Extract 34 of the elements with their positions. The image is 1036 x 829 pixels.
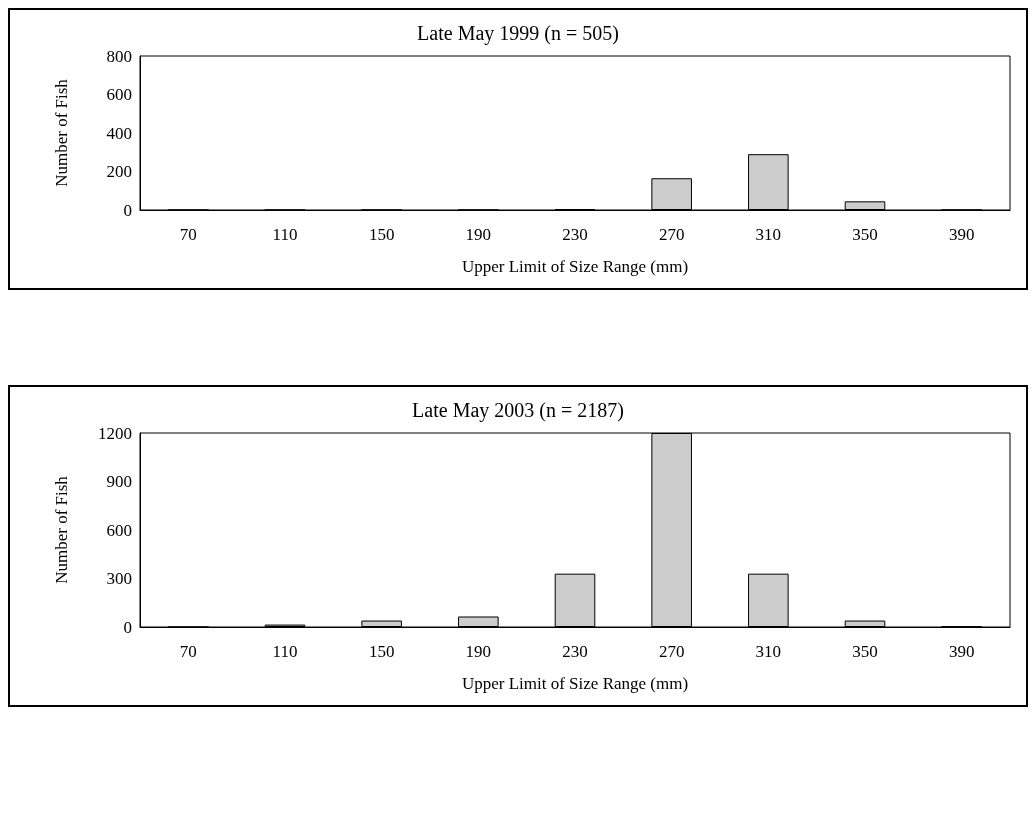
- x-tick-label: 70: [179, 225, 197, 244]
- y-axis-title: Number of Fish: [52, 475, 71, 584]
- x-tick-label: 310: [755, 225, 782, 244]
- y-tick-label: 600: [106, 520, 132, 540]
- x-tick-label: 310: [755, 642, 782, 661]
- x-tick-label: 190: [465, 642, 492, 661]
- y-tick-label: 300: [106, 569, 132, 588]
- x-tick-label: 110: [272, 642, 298, 661]
- y-tick-label: 200: [106, 162, 132, 181]
- x-tick-label: 350: [852, 642, 878, 661]
- x-tick-label: 110: [272, 225, 298, 244]
- x-tick-label: 70: [179, 642, 197, 661]
- chart-title: Late May 1999 (n = 505): [417, 22, 619, 45]
- chart-title: Late May 2003 (n = 2187): [412, 399, 624, 422]
- x-tick-label: 230: [562, 642, 588, 661]
- y-tick-label: 600: [106, 85, 132, 104]
- x-tick-label: 270: [658, 642, 685, 661]
- x-tick-label: 270: [658, 225, 685, 244]
- x-tick-label: 190: [465, 225, 492, 244]
- x-tick-label: 150: [368, 642, 395, 661]
- y-tick-label: 0: [123, 200, 132, 220]
- y-tick-label: 0: [123, 617, 132, 637]
- x-axis-title: Upper Limit of Size Range (mm): [461, 257, 689, 276]
- y-tick-label: 1200: [98, 423, 132, 443]
- x-tick-label: 390: [948, 642, 975, 661]
- x-tick-label: 230: [562, 225, 588, 244]
- x-axis-title: Upper Limit of Size Range (mm): [461, 674, 689, 693]
- x-tick-label: 350: [852, 225, 878, 244]
- y-axis-title: Number of Fish: [52, 78, 71, 187]
- y-tick-label: 400: [106, 123, 132, 143]
- y-tick-label: 800: [106, 46, 132, 66]
- x-tick-label: 150: [368, 225, 395, 244]
- x-tick-label: 390: [948, 225, 975, 244]
- y-tick-label: 900: [106, 472, 132, 491]
